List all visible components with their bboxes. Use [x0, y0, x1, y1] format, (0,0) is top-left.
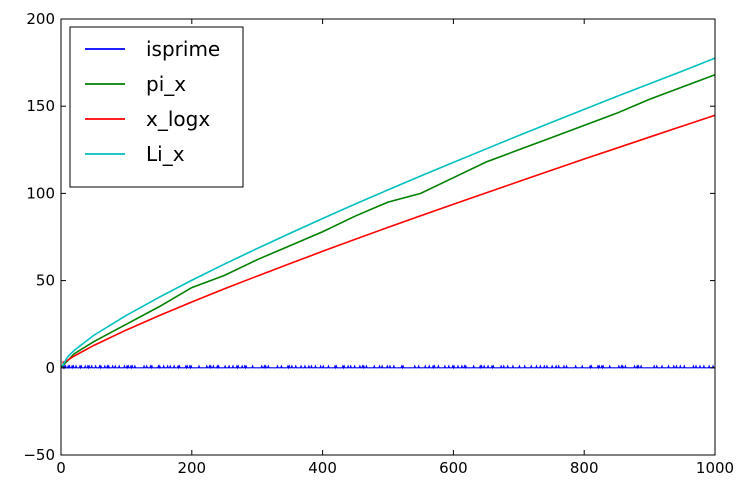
y-tick-label: 50 [36, 272, 55, 290]
x-tick-label: 400 [308, 459, 337, 477]
series-line-isprime [61, 364, 715, 370]
y-tick-label: −50 [23, 446, 55, 464]
series-line-pi-x [60, 74, 716, 369]
y-tick-label: 200 [26, 10, 55, 28]
x-tick-label: 800 [570, 459, 599, 477]
y-tick-label: 100 [26, 184, 55, 202]
series-line-Li-x [61, 57, 716, 367]
legend: isprime pi_x x_logx Li_x [69, 26, 244, 188]
x-tick-label: 200 [177, 459, 206, 477]
legend-label-x-logx: x_logx [146, 107, 210, 131]
legend-label-Li-x: Li_x [146, 142, 185, 166]
plot-frame [60, 18, 716, 456]
legend-label-pi-x: pi_x [146, 72, 186, 96]
x-tick-label: 600 [439, 459, 468, 477]
y-tick-label: 150 [26, 97, 55, 115]
legend-box [69, 26, 244, 188]
y-tick-label: 0 [45, 359, 55, 377]
legend-label-isprime: isprime [146, 37, 220, 61]
series-layer [60, 57, 716, 370]
x-tick-label: 0 [56, 459, 66, 477]
x-tick-label: 1000 [696, 459, 734, 477]
series-line-x-logx [61, 114, 716, 364]
